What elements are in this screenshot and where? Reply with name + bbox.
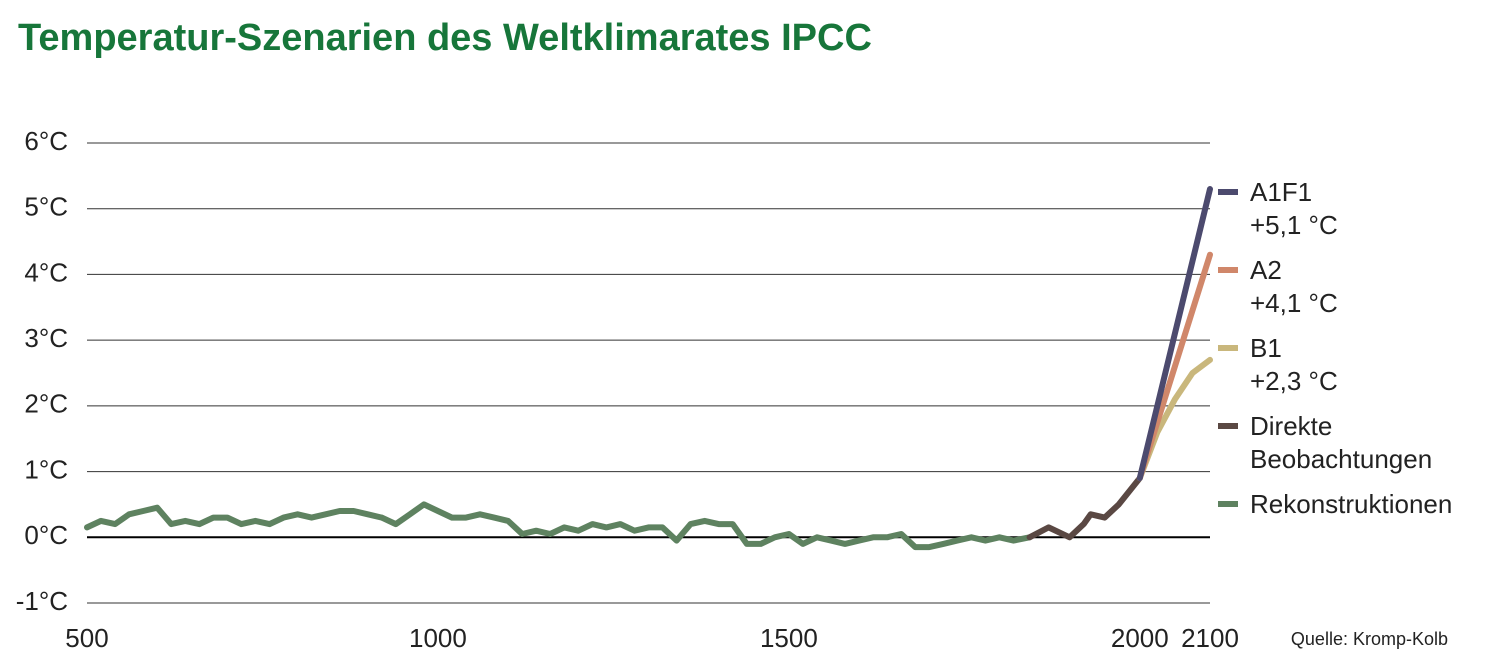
y-tick-label: 0°C: [24, 520, 68, 550]
y-tick-label: 3°C: [24, 323, 68, 353]
legend-label: Rekonstruktionen: [1250, 489, 1453, 519]
y-tick-label: -1°C: [16, 586, 68, 616]
x-tick-label: 1000: [409, 623, 467, 653]
y-tick-label: 4°C: [24, 257, 68, 287]
legend-label: A2: [1250, 255, 1282, 285]
y-tick-label: 1°C: [24, 454, 68, 484]
series-line: [1136, 356, 1213, 482]
x-tick-label: 1500: [760, 623, 818, 653]
series-line: [1136, 186, 1213, 482]
y-tick-label: 6°C: [24, 126, 68, 156]
legend-annotation: +4,1 °C: [1250, 288, 1338, 318]
x-tick-label: 2100: [1181, 623, 1239, 653]
legend-annotation: +2,3 °C: [1250, 366, 1338, 396]
chart-title: Temperatur-Szenarien des Weltklimarates …: [18, 17, 872, 59]
source: Quelle: Kromp-Kolb: [1291, 629, 1448, 649]
legend-label: B1: [1250, 333, 1282, 363]
y-tick-label: 2°C: [24, 389, 68, 419]
legend-annotation: +5,1 °C: [1250, 210, 1338, 240]
x-tick-label: 500: [65, 623, 108, 653]
y-tick-label: 5°C: [24, 192, 68, 222]
legend-label: A1F1: [1250, 177, 1313, 207]
legend-label: Direkte Beobachtungen: [1250, 411, 1433, 474]
series-line: [1026, 475, 1143, 541]
x-tick-label: 2000: [1111, 623, 1169, 653]
series-line: [84, 501, 1033, 551]
